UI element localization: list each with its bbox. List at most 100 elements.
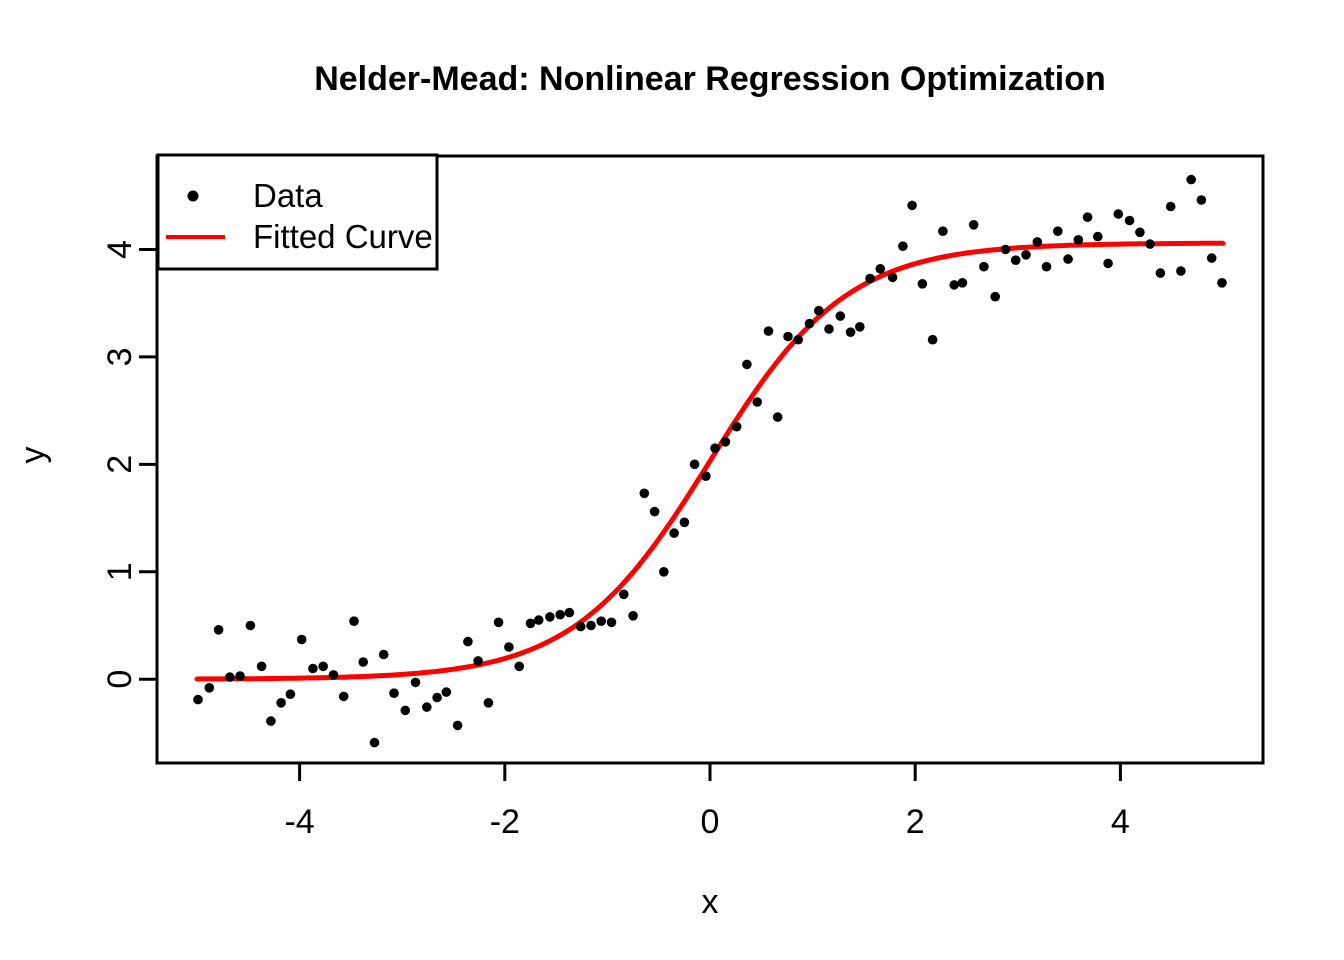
data-point — [793, 334, 803, 345]
data-point — [1206, 253, 1217, 263]
legend-box — [156, 153, 439, 271]
data-point — [845, 327, 856, 338]
y-tick-label: 3 — [101, 347, 139, 366]
data-point — [814, 305, 824, 316]
data-point — [235, 671, 245, 681]
data-point — [1165, 201, 1176, 212]
data-point — [533, 615, 544, 625]
data-point — [369, 737, 380, 748]
data-point — [358, 657, 369, 667]
data-point — [752, 397, 762, 407]
legend-label-data: Data — [253, 177, 323, 214]
x-tick-label: -4 — [284, 803, 314, 841]
y-tick-label: 2 — [101, 455, 139, 474]
data-point — [204, 683, 215, 693]
data-point — [875, 264, 886, 274]
data-point — [649, 506, 660, 517]
x-axis: -4 -2 0 2 4 — [284, 763, 1130, 841]
data-point — [514, 661, 524, 672]
data-point — [679, 517, 690, 528]
data-point — [1186, 174, 1196, 185]
data-point — [619, 589, 629, 600]
data-point — [1000, 244, 1011, 255]
data-point — [701, 471, 711, 482]
data-point — [835, 311, 846, 321]
data-point — [463, 636, 473, 647]
data-point — [389, 688, 399, 698]
data-point — [1032, 237, 1043, 247]
data-point — [422, 702, 432, 712]
data-point — [639, 488, 650, 499]
data-point — [979, 261, 989, 272]
data-point — [1176, 266, 1186, 276]
data-point — [400, 705, 411, 716]
data-point — [564, 607, 575, 618]
data-point — [772, 412, 783, 422]
data-point — [990, 291, 1000, 302]
data-point — [285, 689, 296, 699]
data-point — [855, 322, 865, 332]
data-point — [898, 241, 908, 251]
data-point — [1021, 250, 1031, 260]
data-point — [949, 280, 959, 290]
data-point — [720, 437, 731, 447]
data-point — [957, 278, 968, 288]
data-point — [452, 720, 463, 731]
data-point — [907, 200, 917, 211]
data-point — [525, 618, 536, 629]
x-axis-label: x — [702, 883, 719, 921]
data-point — [606, 617, 617, 628]
data-point — [710, 443, 720, 454]
legend: Data Fitted Curve — [156, 153, 439, 271]
data-point — [410, 677, 421, 688]
data-point-series — [193, 174, 1227, 748]
chart-title: Nelder-Mead: Nonlinear Regression Optimi… — [314, 60, 1106, 98]
data-point — [349, 616, 359, 626]
data-point — [1113, 209, 1124, 219]
data-point — [504, 642, 514, 652]
y-tick-label: 4 — [101, 240, 139, 259]
data-point — [378, 649, 389, 660]
data-point — [1073, 235, 1084, 245]
data-point — [1053, 226, 1063, 236]
data-point — [938, 226, 948, 236]
y-tick-label: 1 — [101, 562, 139, 581]
data-point — [1155, 268, 1166, 278]
data-point — [1093, 231, 1103, 242]
data-point — [865, 273, 875, 284]
data-point — [1010, 255, 1021, 265]
legend-label-fitted-curve: Fitted Curve — [253, 218, 433, 255]
data-point — [441, 687, 452, 697]
data-point — [689, 459, 700, 470]
fitted-curve-line — [194, 240, 1226, 682]
data-point — [1103, 258, 1113, 269]
data-point — [213, 625, 224, 635]
data-point — [742, 359, 752, 370]
data-point — [669, 528, 679, 538]
data-point — [296, 634, 307, 645]
data-point — [1145, 239, 1155, 249]
data-point — [763, 326, 774, 336]
data-point — [245, 620, 256, 631]
data-point — [596, 616, 606, 626]
data-point — [338, 691, 349, 702]
data-point — [1217, 278, 1227, 288]
data-point — [927, 334, 938, 345]
data-point — [318, 661, 329, 672]
data-point — [193, 694, 203, 705]
data-point — [276, 698, 286, 708]
data-point — [545, 612, 555, 622]
data-point — [1082, 212, 1093, 222]
y-tick-label: 0 — [101, 670, 139, 689]
data-point — [887, 272, 898, 283]
data-point — [328, 670, 339, 680]
data-point — [483, 698, 494, 708]
x-tick-label: 4 — [1111, 803, 1130, 841]
data-point — [1196, 195, 1207, 205]
data-point — [731, 421, 742, 432]
data-point — [493, 617, 504, 628]
data-point — [266, 716, 276, 726]
data-point — [1041, 261, 1052, 272]
data-point — [225, 672, 235, 682]
